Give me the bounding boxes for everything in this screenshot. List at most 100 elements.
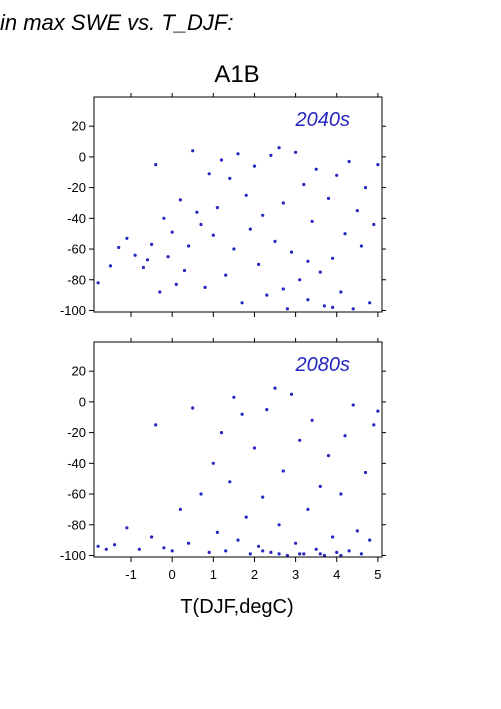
- data-point: [376, 409, 380, 413]
- data-point: [257, 262, 261, 266]
- data-point: [285, 307, 289, 311]
- data-point: [306, 507, 310, 511]
- panels-group: 200-20-40-60-80-1002040s200-20-40-60-80-…: [60, 93, 386, 582]
- data-point: [269, 153, 273, 157]
- data-point: [294, 150, 298, 154]
- data-point: [219, 431, 224, 435]
- data-point: [314, 547, 318, 551]
- panel-label: 2080s: [295, 354, 351, 376]
- data-point: [326, 196, 331, 200]
- data-point: [178, 507, 182, 511]
- y-tick-label: 20: [72, 119, 86, 134]
- data-point: [298, 552, 302, 556]
- data-point: [347, 549, 351, 553]
- data-point: [158, 290, 162, 294]
- data-point: [273, 386, 277, 390]
- data-point: [372, 222, 376, 227]
- data-point: [343, 434, 347, 438]
- data-point: [261, 213, 265, 217]
- data-point: [310, 219, 314, 223]
- data-point: [154, 163, 158, 167]
- data-point: [108, 264, 113, 268]
- data-point: [294, 541, 298, 545]
- data-point: [219, 158, 224, 162]
- data-point: [199, 222, 203, 227]
- data-point: [265, 408, 269, 412]
- y-tick-label: -60: [67, 487, 86, 502]
- data-point: [298, 438, 302, 442]
- data-point: [240, 412, 244, 416]
- data-point: [289, 250, 294, 254]
- data-point: [232, 395, 236, 399]
- data-point: [310, 418, 314, 422]
- data-point: [281, 469, 285, 473]
- panel-label: 2040s: [295, 109, 351, 131]
- data-point: [170, 549, 174, 553]
- data-point: [331, 256, 335, 260]
- data-point: [141, 265, 145, 270]
- data-point: [96, 544, 100, 548]
- data-point: [162, 216, 166, 220]
- data-point: [368, 538, 372, 542]
- data-point: [232, 247, 236, 251]
- data-point: [318, 484, 322, 488]
- data-point: [302, 182, 306, 187]
- data-point: [355, 209, 359, 213]
- data-point: [281, 287, 285, 291]
- panel-2080s: 20 0 -20 -40 -60 -80 -100 -1 0 1 2 3 4 5 2080s: [60, 338, 386, 582]
- data-point: [261, 495, 265, 499]
- data-point: [326, 454, 331, 458]
- data-point: [368, 301, 372, 305]
- data-point: [347, 159, 351, 164]
- data-point: [335, 550, 339, 555]
- data-point: [363, 186, 368, 190]
- plot-frame: [93, 96, 383, 313]
- data-point: [257, 544, 261, 548]
- data-point: [359, 552, 363, 556]
- data-point: [281, 201, 285, 205]
- data-point: [117, 245, 121, 250]
- y-tick-label: -100: [60, 548, 86, 563]
- data-point: [150, 242, 154, 246]
- data-point: [104, 547, 108, 551]
- data-point: [207, 550, 211, 555]
- data-point: [187, 541, 191, 545]
- data-point: [178, 198, 182, 202]
- data-point: [162, 546, 166, 550]
- data-point: [207, 172, 211, 176]
- data-point: [248, 227, 252, 231]
- data-point: [314, 167, 318, 171]
- data-point: [166, 255, 170, 259]
- data-point: [224, 273, 228, 277]
- data-point: [252, 164, 257, 168]
- data-point: [215, 206, 219, 210]
- data-point: [261, 549, 265, 553]
- data-point: [277, 146, 281, 150]
- data-point: [125, 526, 129, 530]
- data-point: [376, 163, 380, 167]
- data-point: [306, 298, 310, 302]
- y-tick-label: -80: [67, 272, 86, 287]
- data-point: [195, 210, 199, 214]
- x-tick-label: 4: [333, 567, 340, 582]
- data-point: [244, 193, 248, 197]
- data-point: [133, 253, 137, 257]
- y-tick-label: -40: [67, 211, 86, 226]
- data-point: [211, 233, 215, 237]
- x-tick-label: 5: [374, 567, 381, 582]
- data-point: [191, 406, 195, 410]
- data-point: [355, 529, 359, 533]
- data-point: [248, 552, 252, 556]
- data-point: [289, 392, 294, 396]
- data-point: [236, 538, 240, 542]
- data-point: [322, 304, 326, 308]
- data-point: [113, 543, 117, 547]
- y-tick-label: -20: [67, 180, 86, 195]
- data-point: [187, 244, 191, 248]
- data-point: [285, 553, 289, 558]
- data-point: [331, 535, 335, 539]
- data-point: [170, 230, 174, 234]
- data-point: [372, 423, 376, 427]
- x-tick-label: 2: [251, 567, 258, 582]
